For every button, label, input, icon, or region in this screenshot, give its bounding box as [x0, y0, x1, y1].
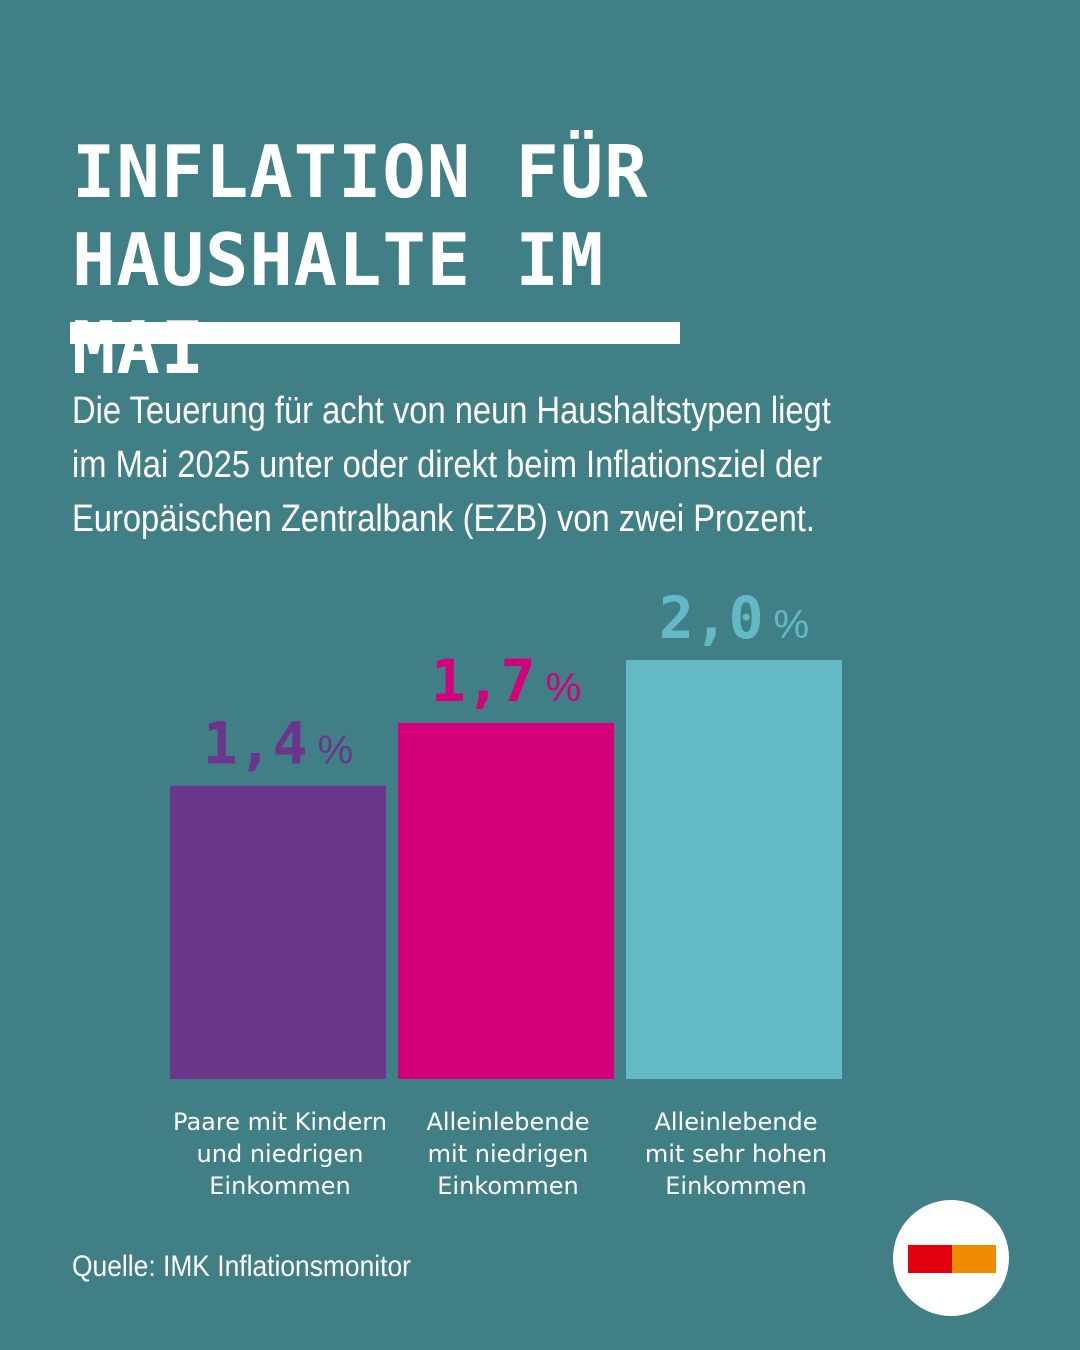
- category-label-1-line-1: Paare mit Kindern: [173, 1108, 387, 1136]
- source-note: Quelle: IMK Inflationsmonitor: [72, 1250, 411, 1283]
- value-label-2: 1,7%: [431, 647, 581, 715]
- logo-orange-block: [952, 1245, 996, 1273]
- lead-line-1: Die Teuerung für acht von neun Haushalts…: [72, 390, 831, 432]
- category-label-2-line-1: Alleinlebende: [426, 1108, 589, 1136]
- value-unit-3: %: [774, 603, 810, 647]
- lead-line-3: Europäischen Zentralbank (EZB) von zwei …: [72, 498, 815, 540]
- value-unit-2: %: [546, 666, 582, 710]
- value-unit-1: %: [318, 729, 354, 773]
- bar-1: [170, 785, 386, 1079]
- category-label-3-line-3: Einkommen: [665, 1172, 807, 1200]
- category-label-1: Paare mit Kindern und niedrigen Einkommen: [173, 1108, 387, 1200]
- lead-text: Die Teuerung für acht von neun Haushalts…: [72, 384, 1009, 546]
- value-number-3: 2,0: [659, 584, 764, 652]
- bar-3: [626, 660, 842, 1079]
- brand-logo-icon: [893, 1200, 1009, 1316]
- category-label-2-line-2: mit niedrigen: [428, 1140, 589, 1168]
- bar-2: [398, 722, 614, 1079]
- value-number-2: 1,7: [431, 647, 536, 715]
- title-underline: [70, 322, 680, 344]
- value-label-1: 1,4%: [203, 710, 353, 778]
- lead-line-2: im Mai 2025 unter oder direkt beim Infla…: [72, 444, 823, 486]
- page-title-line-1: INFLATION FÜR: [72, 130, 649, 214]
- logo-red-block: [908, 1245, 952, 1273]
- page-title: INFLATION FÜR HAUSHALTE IM MAI: [72, 128, 772, 392]
- value-label-3: 2,0%: [659, 584, 809, 652]
- category-label-3-line-2: mit sehr hohen: [645, 1140, 827, 1168]
- category-label-2: Alleinlebende mit niedrigen Einkommen: [426, 1108, 589, 1200]
- category-label-1-line-3: Einkommen: [209, 1172, 351, 1200]
- category-label-3: Alleinlebende mit sehr hohen Einkommen: [645, 1108, 827, 1200]
- page-title-line-2: HAUSHALTE IM MAI: [72, 218, 605, 390]
- category-label-3-line-1: Alleinlebende: [654, 1108, 817, 1136]
- value-number-1: 1,4: [203, 710, 308, 778]
- category-label-2-line-3: Einkommen: [437, 1172, 579, 1200]
- category-label-1-line-2: und niedrigen: [197, 1140, 364, 1168]
